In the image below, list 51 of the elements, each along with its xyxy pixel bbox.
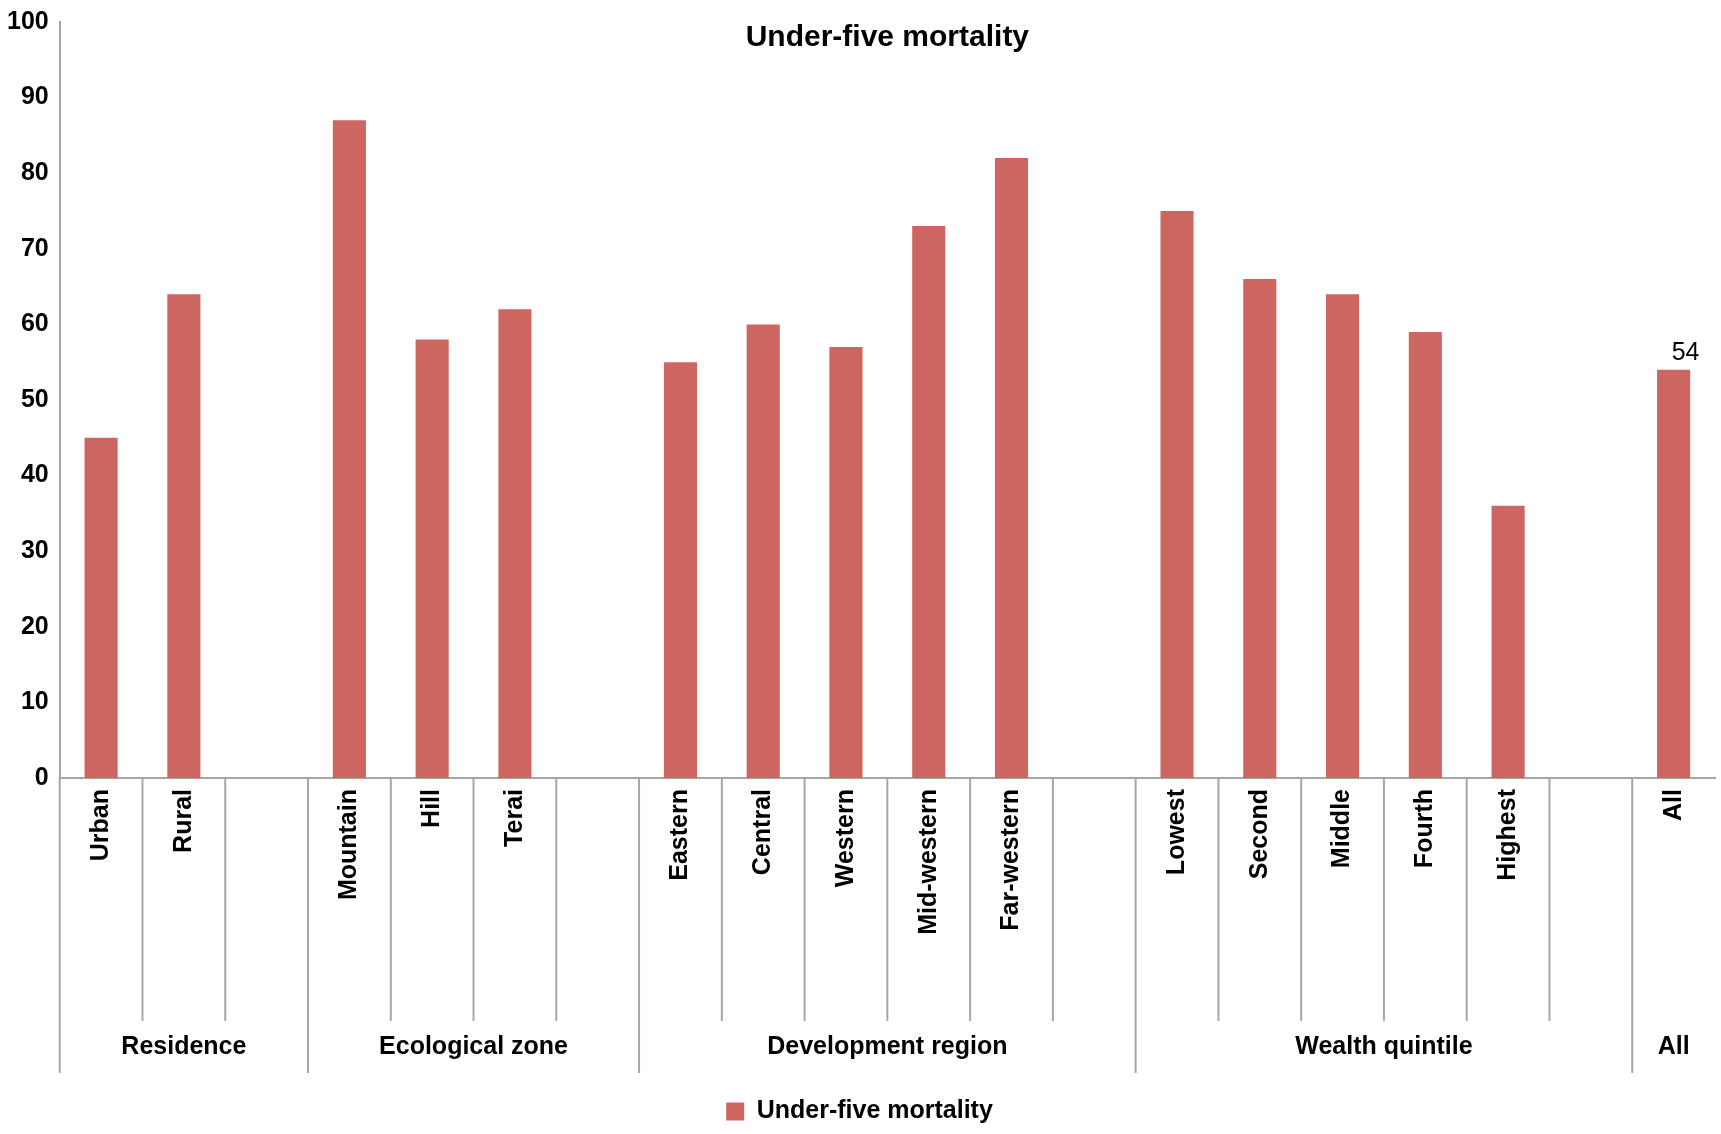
y-tick-label: 20	[20, 610, 49, 639]
data-label: 54	[1671, 337, 1700, 366]
bar	[1408, 331, 1442, 778]
x-tick-label: Fourth	[1409, 789, 1438, 869]
text: Ecological zone	[379, 1030, 569, 1059]
y-tick-label: 100	[6, 5, 49, 34]
y-tick-label: 90	[20, 81, 49, 110]
x-tick-label: Hill	[416, 789, 445, 828]
x-tick-label: Second	[1243, 789, 1272, 880]
x-tick-label: Mountain	[333, 789, 362, 901]
x-tick-label: Lowest	[1160, 788, 1189, 876]
bar	[415, 339, 449, 778]
y-tick-label: 10	[20, 686, 49, 715]
x-tick-label: All	[1657, 789, 1686, 821]
bar	[829, 347, 863, 778]
y-tick-label: 70	[20, 232, 49, 261]
x-tick-label: Mid-western	[912, 789, 941, 935]
bar	[1657, 369, 1691, 778]
y-tick-label: 0	[34, 761, 49, 790]
bar	[1160, 211, 1194, 778]
chart-title: Under-five mortality	[745, 19, 1030, 53]
bar	[663, 362, 697, 778]
bar	[332, 120, 366, 778]
x-tick-label: Highest	[1491, 788, 1520, 881]
bar	[84, 437, 118, 778]
text: All	[1657, 1030, 1690, 1059]
text: Development region	[767, 1030, 1008, 1059]
x-tick-label: Western	[829, 789, 858, 888]
y-tick-label: 40	[20, 459, 49, 488]
x-tick-label: Middle	[1326, 788, 1355, 869]
y-tick-label: 30	[20, 535, 49, 564]
y-tick-label: 50	[20, 383, 49, 412]
y-tick-label: 80	[20, 157, 49, 186]
bar	[1243, 279, 1277, 778]
bar	[498, 309, 532, 778]
x-tick-label: Terai	[498, 789, 527, 847]
x-tick-label: Rural	[167, 789, 196, 853]
bar	[167, 294, 201, 778]
bar	[994, 158, 1029, 778]
bar	[912, 226, 946, 778]
text: Residence	[121, 1030, 247, 1059]
x-tick-label: Urban	[84, 789, 113, 862]
x-tick-label: Central	[747, 789, 776, 876]
x-tick-label: Eastern	[664, 789, 693, 881]
bar	[1491, 505, 1525, 778]
legend-label: Under-five mortality	[756, 1095, 993, 1124]
text: Wealth quintile	[1295, 1030, 1473, 1059]
bar	[1326, 294, 1360, 778]
y-tick-label: 60	[20, 308, 49, 337]
x-tick-label: Far-western	[995, 789, 1024, 931]
bar	[746, 324, 780, 778]
